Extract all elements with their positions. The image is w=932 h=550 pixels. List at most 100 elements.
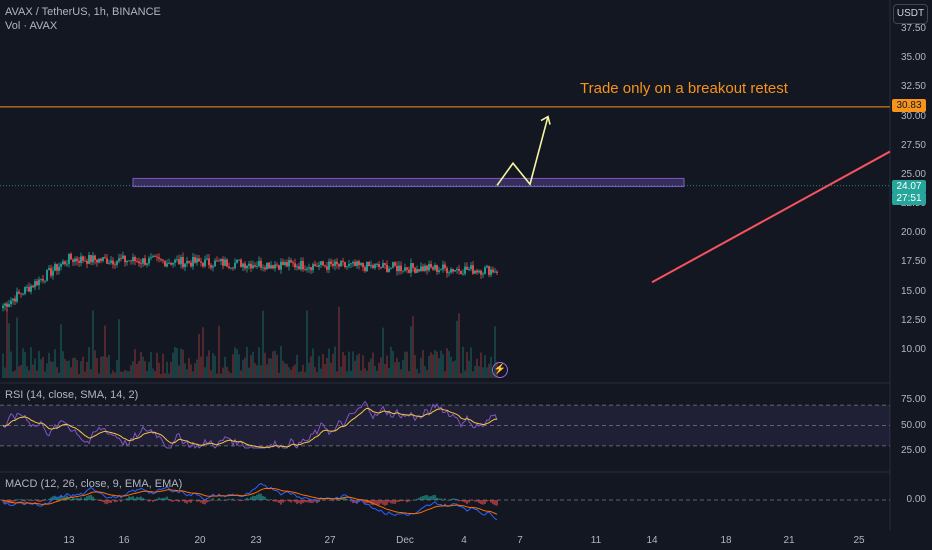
candle-body: [476, 270, 478, 273]
volume-bar: [166, 361, 168, 378]
volume-bar: [368, 361, 370, 378]
volume-bar: [256, 365, 258, 378]
macd-histogram-bar: [394, 500, 396, 504]
volume-bar: [156, 352, 158, 378]
candle-body: [114, 264, 116, 266]
macd-histogram-bar: [152, 500, 154, 502]
candle-body: [474, 270, 476, 274]
volume-bar: [238, 354, 240, 378]
candle-body: [138, 261, 140, 264]
candle-body: [266, 262, 268, 270]
volume-bar: [386, 355, 388, 378]
macd-histogram-bar: [438, 498, 440, 500]
currency-button[interactable]: USDT: [893, 4, 928, 24]
volume-bar: [312, 348, 314, 378]
macd-histogram-bar: [178, 500, 180, 502]
macd-histogram-bar: [408, 500, 410, 502]
macd-histogram-bar: [24, 500, 26, 502]
macd-histogram-bar: [432, 495, 434, 500]
volume-bar: [118, 319, 120, 378]
candle-body: [74, 258, 76, 262]
macd-histogram-bar: [348, 499, 350, 501]
macd-histogram-bar: [124, 499, 126, 500]
volume-bar: [456, 320, 458, 378]
volume-bar: [184, 363, 186, 378]
volume-bar: [490, 356, 492, 378]
candle-body: [66, 263, 68, 265]
candle-body: [418, 269, 420, 272]
macd-histogram-bar: [236, 499, 238, 501]
candle-body: [38, 279, 40, 286]
countdown-tag: 27:51: [892, 192, 926, 205]
macd-histogram-bar: [276, 500, 278, 502]
price-tick-label: 17.50: [900, 256, 926, 268]
price-tick-label: 25.00: [900, 168, 926, 180]
macd-histogram-bar: [480, 500, 482, 505]
macd-histogram-bar: [234, 500, 236, 501]
volume-bar: [22, 348, 24, 378]
candle-body: [302, 260, 304, 270]
macd-histogram-bar: [444, 498, 446, 500]
candle-body: [24, 287, 26, 294]
volume-bar: [248, 367, 250, 378]
candle-body: [104, 257, 106, 259]
macd-histogram-bar: [138, 497, 140, 500]
volume-bar: [360, 370, 362, 378]
macd-histogram-bar: [86, 496, 88, 500]
candle-body: [380, 266, 382, 268]
volume-bar: [472, 371, 474, 378]
volume-bar: [18, 366, 20, 378]
candle-body: [400, 265, 402, 272]
candle-body: [226, 259, 228, 267]
volume-bar: [322, 354, 324, 378]
candle-body: [268, 262, 270, 269]
candle-body: [92, 255, 94, 263]
macd-histogram-bar: [400, 500, 402, 502]
volume-bar: [362, 355, 364, 378]
candle-body: [346, 266, 348, 268]
macd-signal-line: [2, 487, 498, 515]
volume-bar: [408, 371, 410, 378]
candle-body: [70, 253, 72, 260]
volume-bar: [106, 357, 108, 378]
candle-body: [130, 260, 132, 262]
candle-body: [480, 270, 482, 275]
volume-bar: [270, 358, 272, 378]
price-tick-label: 12.50: [900, 314, 926, 326]
candle-body: [164, 260, 166, 267]
price-tick-label: 20.00: [900, 227, 926, 239]
volume-bar: [328, 348, 330, 378]
macd-histogram-bar: [336, 498, 338, 500]
candle-body: [190, 262, 192, 267]
candle-body: [270, 265, 272, 269]
volume-bar: [462, 346, 464, 378]
macd-histogram-bar: [242, 500, 244, 501]
macd-histogram-bar: [148, 500, 150, 502]
macd-histogram-bar: [320, 499, 322, 501]
macd-histogram-bar: [78, 498, 80, 500]
candle-body: [404, 267, 406, 271]
volume-bar: [42, 356, 44, 378]
candle-body: [318, 265, 320, 267]
macd-histogram-bar: [248, 498, 250, 500]
volume-bar: [138, 360, 140, 378]
volume-bar: [428, 356, 430, 378]
macd-histogram-bar: [30, 500, 32, 501]
volume-bar: [2, 353, 4, 378]
candle-body: [236, 259, 238, 263]
lightning-icon[interactable]: ⚡: [492, 362, 508, 378]
candle-body: [224, 259, 226, 266]
macd-histogram-bar: [230, 499, 232, 500]
candle-body: [390, 267, 392, 269]
macd-histogram-bar: [4, 500, 6, 504]
candle-body: [422, 266, 424, 271]
candle-body: [40, 278, 42, 280]
macd-histogram-bar: [90, 494, 92, 500]
macd-histogram-bar: [14, 500, 16, 502]
candle-body: [240, 259, 242, 268]
time-tick-label: 21: [783, 535, 795, 546]
time-tick-label: 7: [517, 535, 523, 546]
volume-bar: [214, 355, 216, 378]
volume-bar: [90, 369, 92, 378]
